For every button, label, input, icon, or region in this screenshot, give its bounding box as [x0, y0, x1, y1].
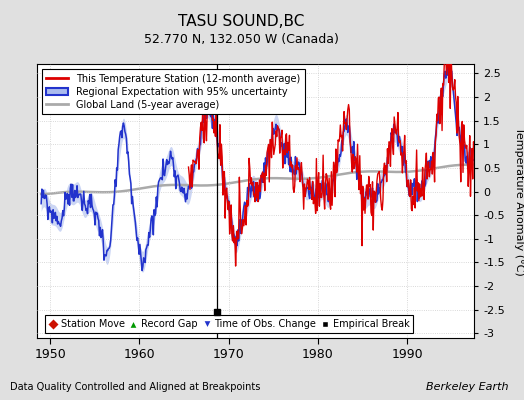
Y-axis label: Temperature Anomaly (°C): Temperature Anomaly (°C) — [515, 127, 524, 275]
Text: 52.770 N, 132.050 W (Canada): 52.770 N, 132.050 W (Canada) — [144, 33, 339, 46]
Legend: Station Move, Record Gap, Time of Obs. Change, Empirical Break: Station Move, Record Gap, Time of Obs. C… — [45, 315, 413, 333]
Text: Data Quality Controlled and Aligned at Breakpoints: Data Quality Controlled and Aligned at B… — [10, 382, 261, 392]
Text: TASU SOUND,BC: TASU SOUND,BC — [178, 14, 304, 29]
Text: Berkeley Earth: Berkeley Earth — [426, 382, 508, 392]
